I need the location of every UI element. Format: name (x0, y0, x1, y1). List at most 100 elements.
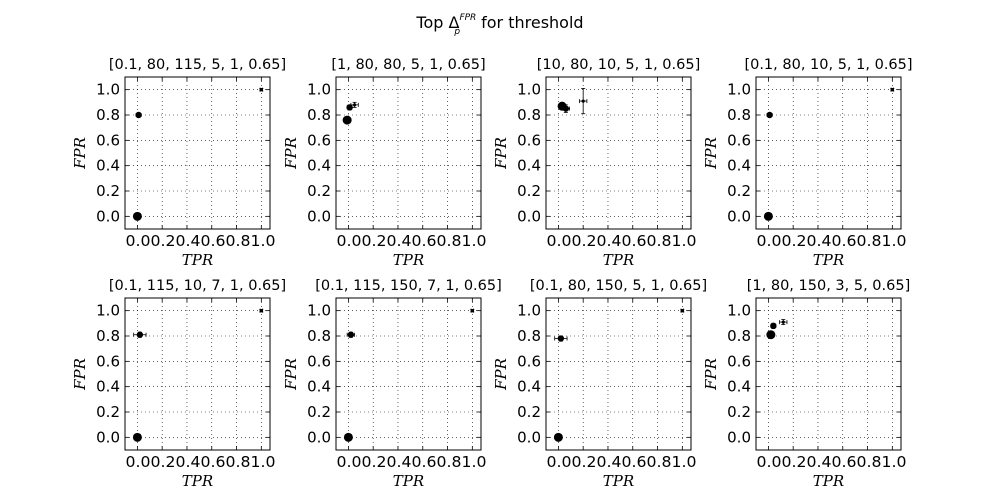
y-tick-label: 0.4 (96, 157, 120, 175)
y-tick-label: 0.0 (517, 428, 541, 446)
point-marker (132, 211, 142, 221)
x-axis-label: TPR (393, 251, 424, 269)
y-tick-label: 1.0 (96, 302, 120, 320)
axes-frame (755, 297, 902, 451)
subplot-7: 0.00.20.40.60.81.00.00.20.40.60.81.0[0.1… (492, 278, 707, 490)
subplot-3: 0.00.20.40.60.81.00.00.20.40.60.81.0[10,… (492, 57, 700, 269)
figure-suptitle: Top ΔFPR p for threshold (415, 13, 583, 37)
data-point (470, 308, 475, 313)
y-tick-label: 0.4 (517, 378, 541, 396)
axes-frame (545, 76, 692, 230)
y-tick-label: 0.2 (517, 403, 541, 421)
y-tick-label: 0.2 (96, 403, 120, 421)
y-axis-label: FPR (492, 137, 510, 170)
point-marker (766, 330, 776, 340)
y-tick-label: 0.8 (96, 327, 120, 345)
subplot-title: [1, 80, 80, 5, 1, 0.65] (331, 57, 485, 73)
x-axis-label: TPR (603, 251, 634, 269)
y-axis-label: FPR (71, 358, 89, 391)
data-point (763, 211, 773, 221)
y-tick-label: 1.0 (727, 81, 751, 99)
axes-frame (335, 76, 482, 230)
data-point (553, 432, 563, 442)
y-tick-label: 0.6 (96, 352, 120, 370)
point-marker (562, 105, 570, 112)
subplot-6: 0.00.20.40.60.81.00.00.20.40.60.81.0[0.1… (282, 278, 502, 490)
y-tick-label: 0.0 (517, 207, 541, 225)
y-tick-label: 0.2 (727, 182, 751, 200)
subplot-title: [0.1, 80, 150, 5, 1, 0.65] (530, 278, 707, 294)
y-tick-label: 0.2 (96, 182, 120, 200)
y-axis-label: FPR (282, 358, 300, 391)
data-point (135, 111, 142, 119)
x-tick-labels: 0.00.20.40.60.81.0 (126, 232, 276, 250)
data-point (259, 87, 264, 92)
data-point (343, 432, 353, 442)
x-tick-labels: 0.00.20.40.60.81.0 (337, 453, 487, 471)
point-marker (259, 309, 263, 313)
y-tick-label: 0.0 (307, 428, 331, 446)
y-tick-label: 0.8 (307, 106, 331, 124)
y-tick-label: 0.0 (96, 428, 120, 446)
point-marker (557, 335, 565, 342)
point-marker (770, 322, 777, 330)
y-tick-label: 0.6 (307, 352, 331, 370)
y-axis-label: FPR (492, 358, 510, 391)
y-tick-label: 0.6 (517, 352, 541, 370)
point-marker (343, 432, 353, 442)
axes-frame (124, 76, 271, 230)
subplot-title: [0.1, 80, 10, 5, 1, 0.65] (744, 57, 912, 73)
x-tick-labels: 0.00.20.40.60.81.0 (757, 232, 907, 250)
data-point (779, 319, 788, 326)
y-tick-label: 0.0 (727, 207, 751, 225)
y-tick-label: 0.8 (96, 106, 120, 124)
point-marker (342, 115, 352, 125)
y-tick-label: 0.4 (517, 157, 541, 175)
data-point (770, 322, 777, 330)
data-point (890, 87, 895, 92)
subplot-title: [1, 80, 150, 3, 5, 0.65] (747, 278, 911, 294)
data-point (132, 432, 142, 442)
data-point (342, 115, 352, 125)
subplot-title: [0.1, 115, 150, 7, 1, 0.65] (315, 278, 502, 294)
x-axis-label: TPR (813, 472, 844, 490)
data-point (133, 331, 147, 338)
x-axis-label: TPR (393, 472, 424, 490)
data-point (680, 308, 685, 313)
y-tick-label: 0.0 (307, 207, 331, 225)
point-marker (136, 331, 144, 338)
x-tick-labels: 0.00.20.40.60.81.0 (757, 453, 907, 471)
y-tick-label: 0.6 (727, 131, 751, 149)
y-tick-label: 0.8 (517, 327, 541, 345)
subplot-title: [0.1, 80, 115, 5, 1, 0.65] (109, 57, 286, 73)
y-tick-label: 0.6 (517, 131, 541, 149)
y-tick-label: 0.6 (96, 131, 120, 149)
data-point (346, 331, 355, 338)
subplot-grid: 0.00.20.40.60.81.00.00.20.40.60.81.0[0.1… (71, 57, 913, 490)
data-point (350, 101, 359, 108)
axes-frame (335, 297, 482, 451)
y-axis-label: FPR (282, 137, 300, 170)
x-tick-labels: 0.00.20.40.60.81.0 (547, 453, 697, 471)
y-axis-label: FPR (71, 137, 89, 170)
point-marker (135, 111, 142, 119)
y-tick-label: 1.0 (307, 302, 331, 320)
y-tick-label: 0.4 (727, 157, 751, 175)
y-tick-label: 0.6 (727, 352, 751, 370)
y-tick-label: 0.8 (307, 327, 331, 345)
x-tick-labels: 0.00.20.40.60.81.0 (337, 232, 487, 250)
data-point (132, 211, 142, 221)
x-axis-label: TPR (603, 472, 634, 490)
y-tick-label: 0.2 (307, 403, 331, 421)
y-tick-label: 0.0 (96, 207, 120, 225)
suptitle-superscript: FPR (459, 13, 476, 23)
y-tick-label: 1.0 (517, 302, 541, 320)
point-marker (766, 111, 773, 119)
y-axis-label: FPR (702, 358, 720, 391)
y-tick-label: 0.8 (727, 327, 751, 345)
suptitle-subscript: p (453, 27, 460, 37)
x-axis-label: TPR (813, 251, 844, 269)
subplot-8: 0.00.20.40.60.81.00.00.20.40.60.81.0[1, … (702, 278, 910, 490)
axes-frame (124, 297, 271, 451)
